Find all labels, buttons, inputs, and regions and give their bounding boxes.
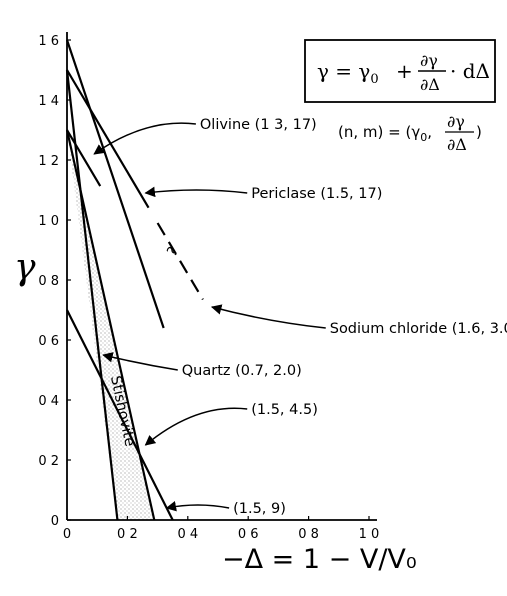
y-tick-label: 0	[51, 514, 59, 529]
equation-tail: · dΔ	[450, 59, 490, 83]
annotation-label-0: Olivine (1 3, 17)	[200, 117, 317, 133]
equation-frac-den: ∂Δ	[420, 75, 440, 94]
y-axis-label: γ	[14, 247, 36, 288]
annotation-arrow-3	[102, 352, 178, 371]
annotation-label-2: Sodium chloride (1.6, 3.0)	[330, 321, 507, 337]
x-tick-label: 0 2	[117, 527, 138, 542]
nm-frac-num: ∂γ	[447, 112, 465, 131]
y-tick-label: 1 4	[38, 94, 59, 109]
annotation-layer: Olivine (1 3, 17) Periclase (1.5, 17) Sodi…	[93, 117, 507, 517]
nm-prefix: (n, m) = (γ0,	[338, 123, 432, 144]
annotation-label-3: Quartz (0.7, 2.0)	[182, 363, 302, 379]
x-tick-label: 1 0	[359, 527, 380, 542]
annotation-arrow-2	[210, 304, 326, 329]
y-tick-label: 1 0	[38, 214, 59, 229]
x-tick-label: 0	[63, 527, 71, 542]
y-tick-label: 1 2	[38, 154, 59, 169]
y-tick-label: 0 4	[38, 394, 59, 409]
annotation-arrow-0	[93, 122, 196, 155]
x-axis-label: −Δ = 1 − V/V₀	[222, 544, 417, 575]
y-tick-label: 1 6	[38, 34, 59, 49]
equation-box-frame	[304, 39, 496, 103]
series-dashed-extension-1	[156, 222, 204, 301]
series-line-1	[66, 69, 150, 209]
equation-plus: +	[396, 59, 413, 83]
equation-box: γ = γ0 + ∂γ ∂Δ · dΔ	[304, 39, 496, 103]
nm-definition: (n, m) = (γ0, ∂γ ∂Δ )	[338, 112, 482, 154]
annotation-label-1: Periclase (1.5, 17)	[251, 186, 382, 202]
annotation-label-5: (1.5, 9)	[233, 501, 286, 517]
axes-layer: 0 0 2 0 4 0 6 0 8 1 0 1 2 1 4 1 6 0 0 2 0 4 0 6 0 8 1 …	[38, 32, 379, 542]
annotation-label-4: (1.5, 4.5)	[251, 402, 318, 418]
y-tick-label: 0 6	[38, 334, 59, 349]
series-line-3	[66, 309, 174, 521]
series-line-5	[65, 69, 119, 521]
y-tick-label: 0 2	[38, 454, 59, 469]
x-tick-label: 0 4	[177, 527, 198, 542]
annotation-arrow-5	[165, 501, 230, 512]
x-tick-label: 0 8	[298, 527, 319, 542]
extension-question-mark: ?	[164, 244, 182, 259]
equation-lhs: γ = γ0	[317, 59, 379, 87]
equation-frac-num: ∂γ	[420, 51, 438, 70]
x-tick-label: 0 6	[238, 527, 259, 542]
nm-frac-den: ∂Δ	[447, 135, 467, 154]
annotation-arrow-4	[144, 407, 248, 446]
series-line-2	[65, 39, 165, 329]
annotation-arrow-1	[144, 186, 248, 198]
nm-suffix: )	[476, 123, 482, 141]
x-axis-label-text: −Δ = 1 − V/V₀	[222, 544, 417, 575]
series-line-0	[66, 129, 102, 187]
y-tick-label: 0 8	[38, 274, 59, 289]
